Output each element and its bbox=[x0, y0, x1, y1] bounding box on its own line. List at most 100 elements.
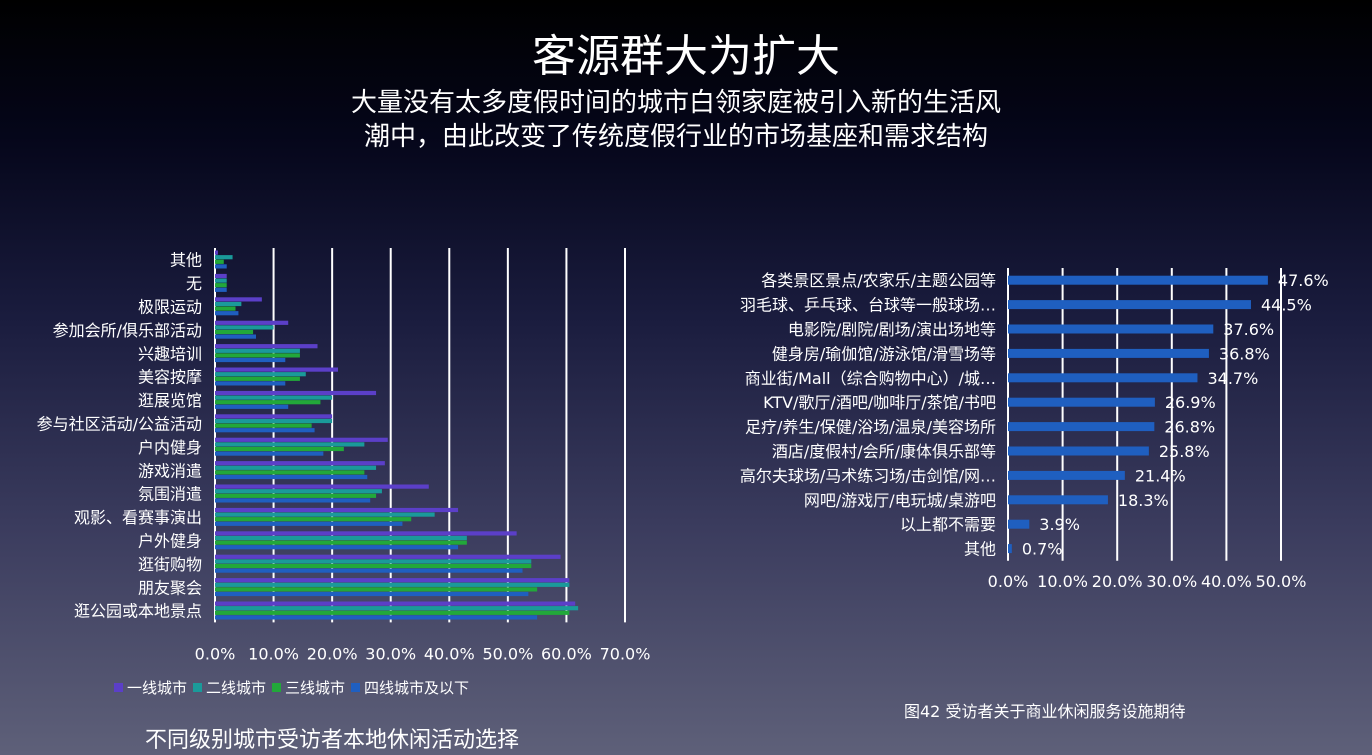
legend-label: 三线城市 bbox=[285, 679, 346, 697]
right-bar bbox=[1008, 446, 1149, 456]
right-bar bbox=[1008, 495, 1108, 505]
left-bar bbox=[215, 423, 312, 428]
right-bar bbox=[1008, 544, 1012, 554]
left-bar bbox=[215, 606, 579, 611]
right-category-label: 电影院/剧院/剧场/演出场地等 bbox=[788, 320, 996, 339]
right-category-label: 其他 bbox=[964, 540, 996, 559]
left-x-tick-label: 30.0% bbox=[365, 644, 416, 663]
left-x-tick-label: 70.0% bbox=[600, 644, 651, 663]
left-x-tick-label: 20.0% bbox=[307, 644, 358, 663]
legend-label: 二线城市 bbox=[206, 679, 267, 697]
left-bar bbox=[215, 255, 233, 260]
left-bar bbox=[215, 297, 262, 302]
right-data-label: 25.8% bbox=[1159, 442, 1210, 461]
page-title: 客源群大为扩大 bbox=[532, 31, 840, 82]
right-data-label: 47.6% bbox=[1278, 271, 1329, 290]
left-bar bbox=[215, 344, 318, 349]
left-bar bbox=[215, 372, 306, 377]
left-bar bbox=[215, 610, 570, 615]
right-bar bbox=[1008, 397, 1155, 407]
left-bar bbox=[215, 507, 459, 513]
subtitle-line-1: 大量没有太多度假时间的城市白领家庭被引入新的生活风 bbox=[350, 88, 1001, 118]
left-category-label: 观影、看赛事演出 bbox=[74, 508, 202, 527]
left-bar bbox=[215, 531, 517, 536]
left-bar bbox=[215, 367, 338, 372]
right-bar bbox=[1008, 275, 1268, 285]
left-bar bbox=[215, 334, 256, 339]
left-bar bbox=[215, 545, 459, 550]
right-x-tick-label: 0.0% bbox=[988, 572, 1029, 591]
right-bar bbox=[1008, 519, 1030, 529]
left-category-label: 兴趣培训 bbox=[138, 344, 202, 363]
right-data-label: 21.4% bbox=[1135, 466, 1186, 485]
right-x-tick-label: 20.0% bbox=[1092, 572, 1143, 591]
right-category-label: 足疗/养生/保健/浴场/温泉/美容场所 bbox=[745, 418, 996, 437]
left-bar bbox=[215, 287, 227, 292]
left-bar bbox=[215, 582, 570, 587]
right-category-label: 高尔夫球场/马术练习场/击剑馆/网… bbox=[740, 466, 996, 485]
left-category-label: 氛围消遣 bbox=[138, 485, 202, 504]
left-x-tick-label: 0.0% bbox=[195, 644, 236, 663]
left-bar bbox=[215, 591, 529, 597]
legend-swatch bbox=[272, 683, 282, 692]
right-data-label: 37.6% bbox=[1223, 320, 1274, 339]
left-category-label: 其他 bbox=[170, 251, 202, 270]
right-category-label: 酒店/度假村/会所/康体俱乐部等 bbox=[772, 442, 996, 461]
left-bar bbox=[215, 273, 227, 279]
right-category-label: 网吧/游戏厅/电玩城/桌游吧 bbox=[804, 491, 996, 510]
legend-label: 四线城市及以下 bbox=[364, 679, 470, 697]
right-data-label: 36.8% bbox=[1219, 344, 1270, 363]
left-category-label: 逛公园或本地景点 bbox=[74, 602, 202, 621]
legend-item: 二线城市 bbox=[193, 677, 266, 698]
right-bar bbox=[1008, 422, 1155, 432]
left-category-label: 游戏消遣 bbox=[138, 461, 202, 480]
left-bar bbox=[215, 404, 289, 409]
left-category-label: 美容按摩 bbox=[138, 368, 202, 387]
left-category-label: 户内健身 bbox=[138, 438, 202, 457]
left-bar bbox=[215, 601, 576, 606]
legend-swatch bbox=[351, 683, 361, 692]
left-bar bbox=[215, 451, 324, 456]
right-category-label: 各类景区景点/农家乐/主题公园等 bbox=[761, 271, 996, 290]
left-x-tick-label: 60.0% bbox=[541, 644, 592, 663]
right-bar bbox=[1008, 300, 1251, 310]
left-x-tick-label: 50.0% bbox=[482, 644, 533, 663]
left-bar bbox=[215, 325, 274, 330]
right-data-label: 0.7% bbox=[1022, 540, 1063, 559]
legend-item: 三线城市 bbox=[272, 677, 345, 698]
left-bar bbox=[215, 381, 286, 386]
left-bar bbox=[215, 320, 289, 325]
left-bar bbox=[215, 559, 532, 564]
left-x-tick-label: 10.0% bbox=[248, 644, 299, 663]
left-category-label: 逛街购物 bbox=[138, 555, 202, 574]
left-bar bbox=[215, 512, 435, 517]
legend-swatch bbox=[193, 683, 203, 692]
left-bar bbox=[215, 329, 254, 335]
right-x-tick-label: 50.0% bbox=[1256, 572, 1307, 591]
right-data-label: 18.3% bbox=[1118, 491, 1169, 510]
legend-item: 一线城市 bbox=[114, 677, 187, 698]
left-category-label: 参与社区活动/公益活动 bbox=[37, 415, 202, 434]
right-bar bbox=[1008, 348, 1209, 358]
legend-item: 四线城市及以下 bbox=[351, 677, 469, 698]
left-category-label: 无 bbox=[186, 274, 202, 293]
left-category-label: 极限运动 bbox=[138, 298, 202, 317]
left-chart-legend: 一线城市 二线城市 三线城市 四线城市及以下 bbox=[114, 677, 469, 698]
left-bar bbox=[215, 563, 532, 569]
right-data-label: 44.5% bbox=[1261, 296, 1312, 315]
left-category-label: 户外健身 bbox=[138, 532, 202, 551]
page-subtitle: 大量没有太多度假时间的城市白领家庭被引入新的生活风 潮中，由此改变了传统度假行业… bbox=[0, 86, 1352, 154]
legend-label: 一线城市 bbox=[127, 679, 188, 697]
left-bar bbox=[215, 474, 368, 480]
left-bar bbox=[215, 301, 242, 307]
left-bar bbox=[215, 437, 388, 442]
left-bar bbox=[215, 535, 467, 541]
left-bar bbox=[215, 395, 333, 400]
left-bar bbox=[215, 446, 344, 452]
left-bar bbox=[215, 400, 321, 405]
left-bar bbox=[215, 414, 333, 419]
right-data-label: 26.9% bbox=[1165, 393, 1216, 412]
left-bar bbox=[215, 521, 403, 526]
left-bar bbox=[215, 418, 333, 424]
